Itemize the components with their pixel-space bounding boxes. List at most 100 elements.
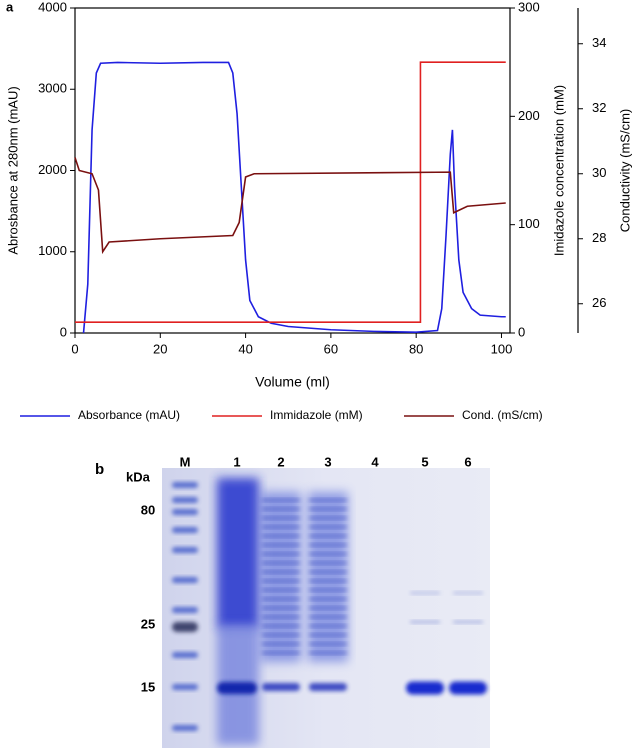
gel-band: [262, 516, 300, 520]
gel-band: [262, 570, 300, 574]
gel-smear: [217, 478, 259, 628]
y2-tick-label: 100: [518, 216, 540, 231]
gel-band: [309, 624, 347, 628]
y-tick-label: 4000: [38, 0, 67, 14]
gel-band: [217, 682, 257, 694]
y3-tick-label: 30: [592, 165, 606, 180]
x-axis-label: Volume (ml): [255, 374, 330, 390]
gel-band: [309, 597, 347, 601]
y3-tick-label: 32: [592, 100, 606, 115]
gel-band: [309, 498, 347, 502]
gel-band: [309, 552, 347, 556]
gel-band: [172, 684, 198, 690]
gel-band: [262, 683, 300, 691]
gel-band: [309, 543, 347, 547]
gel-band: [262, 642, 300, 646]
gel-band: [309, 525, 347, 529]
gel-band: [309, 534, 347, 538]
y3-axis-label: Conductivity (mS/cm): [617, 109, 632, 233]
lane-label: 5: [421, 454, 428, 469]
panel-label: a: [6, 0, 14, 14]
legend-label: Cond. (mS/cm): [462, 408, 543, 422]
gel-band: [309, 561, 347, 565]
marker-label: 80: [141, 502, 155, 517]
gel-image: [162, 468, 490, 748]
gel-band: [172, 577, 198, 583]
x-tick-label: 60: [324, 341, 338, 356]
gel-band: [172, 652, 198, 658]
gel-band: [309, 683, 347, 691]
x-tick-label: 20: [153, 341, 167, 356]
gel-band: [262, 534, 300, 538]
y-tick-label: 1000: [38, 243, 67, 258]
gel-band: [309, 606, 347, 610]
gel-band: [309, 570, 347, 574]
lane-label: M: [180, 454, 191, 469]
x-tick-label: 40: [238, 341, 252, 356]
lane-label: 3: [324, 454, 331, 469]
gel-band: [172, 527, 198, 533]
gel-band: [172, 482, 198, 488]
gel-band: [172, 497, 198, 503]
lane-label: 2: [277, 454, 284, 469]
y-tick-label: 0: [60, 324, 67, 339]
y3-tick-label: 26: [592, 295, 606, 310]
gel-band: [262, 606, 300, 610]
lane-label: 6: [464, 454, 471, 469]
gel-band: [309, 588, 347, 592]
gel-band: [309, 651, 347, 655]
gel-band: [172, 509, 198, 515]
gel-band: [172, 622, 198, 632]
gel-band: [406, 681, 444, 695]
x-tick-label: 0: [71, 341, 78, 356]
gel-band: [172, 725, 198, 731]
gel-band: [262, 579, 300, 583]
gel-band: [262, 498, 300, 502]
y2-tick-label: 0: [518, 324, 525, 339]
y2-tick-label: 300: [518, 0, 540, 14]
gel-band: [309, 642, 347, 646]
gel-band: [172, 607, 198, 613]
marker-label: 25: [141, 616, 155, 631]
gel-band: [262, 561, 300, 565]
gel-band: [453, 591, 483, 595]
gel-band: [262, 525, 300, 529]
panel-label: b: [95, 461, 104, 478]
gel-band: [172, 547, 198, 553]
y3-tick-label: 34: [592, 35, 606, 50]
gel-band: [262, 597, 300, 601]
y-tick-label: 3000: [38, 81, 67, 96]
gel-band: [262, 507, 300, 511]
gel-band: [262, 615, 300, 619]
gel-band: [262, 624, 300, 628]
lane-label: 1: [233, 454, 240, 469]
series-line: [74, 157, 506, 255]
series-line: [75, 61, 506, 323]
gel-band: [453, 620, 483, 624]
y2-tick-label: 200: [518, 108, 540, 123]
gel-band: [262, 543, 300, 547]
series-line: [82, 61, 506, 334]
y2-axis-label: Imidazole concentration (mM): [551, 85, 566, 256]
y-axis-label: Abrosbance at 280nm (mAU): [5, 86, 20, 254]
lane-label: 4: [371, 454, 379, 469]
gel-band: [309, 633, 347, 637]
x-tick-label: 100: [491, 341, 513, 356]
gel-band: [410, 620, 440, 624]
gel-band: [449, 681, 487, 695]
gel-band: [262, 588, 300, 592]
marker-label: 15: [141, 679, 155, 694]
legend-label: Absorbance (mAU): [78, 408, 180, 422]
plot-frame: [74, 7, 511, 334]
gel-band: [410, 591, 440, 595]
gel-band: [262, 552, 300, 556]
y3-tick-label: 28: [592, 230, 606, 245]
y-tick-label: 2000: [38, 162, 67, 177]
gel-band: [262, 633, 300, 637]
legend-label: Immidazole (mM): [270, 408, 363, 422]
gel-band: [309, 516, 347, 520]
gel-band: [309, 615, 347, 619]
gel-band: [262, 651, 300, 655]
x-tick-label: 80: [409, 341, 423, 356]
